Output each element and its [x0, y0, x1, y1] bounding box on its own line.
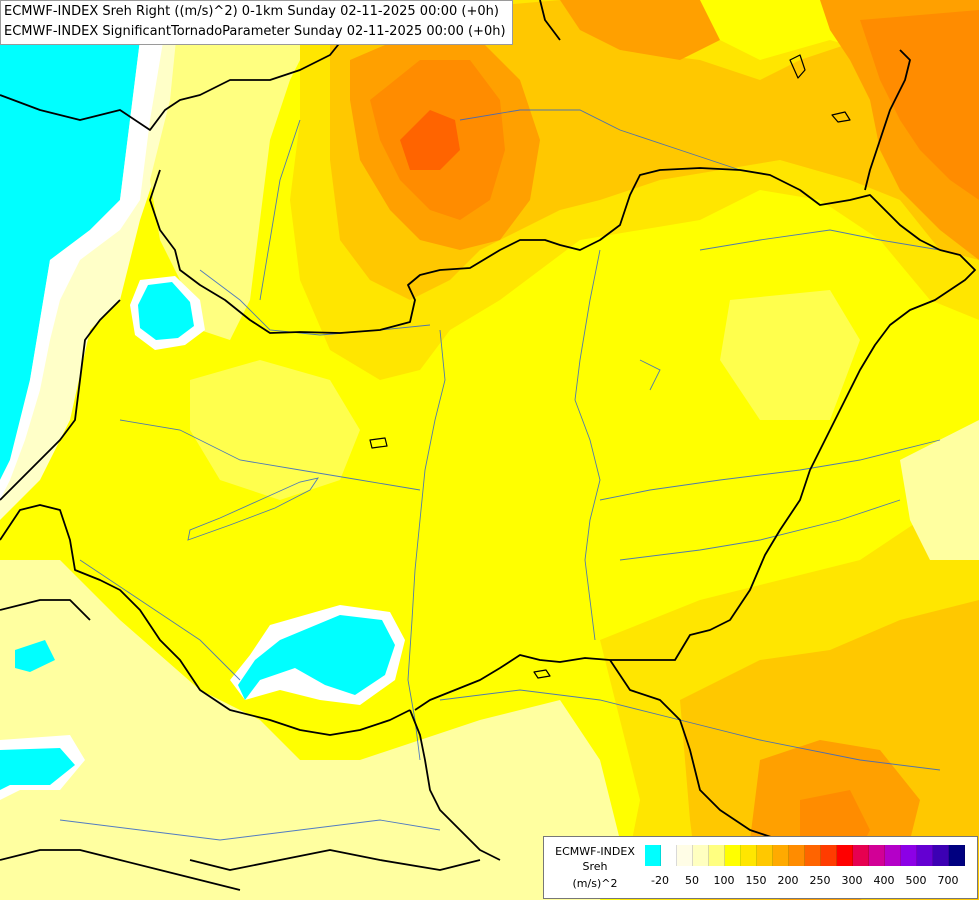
- legend-source: ECMWF-INDEX: [555, 845, 635, 858]
- legend-tick-label: 300: [841, 874, 863, 887]
- legend-swatch: [693, 845, 709, 866]
- title-line-stp: ECMWF-INDEX SignificantTornadoParameter …: [4, 24, 506, 39]
- color-legend: ECMWF-INDEX Sreh (m/s)^2 -20 50 100 150 200 2…: [543, 836, 978, 899]
- legend-tick-label: 500: [905, 874, 927, 887]
- legend-swatch: [901, 845, 917, 866]
- legend-unit: (m/s)^2: [572, 877, 618, 890]
- legend-swatch: [853, 845, 869, 866]
- legend-tick-label: 150: [745, 874, 767, 887]
- legend-tick-label: 400: [873, 874, 895, 887]
- legend-tick-label: 250: [809, 874, 831, 887]
- legend-tick-label: 100: [713, 874, 735, 887]
- legend-swatch: [821, 845, 837, 866]
- legend-swatch: [773, 845, 789, 866]
- legend-swatch: [869, 845, 885, 866]
- legend-swatch: [805, 845, 821, 866]
- legend-variable: Sreh: [582, 860, 608, 873]
- title-line-sreh: ECMWF-INDEX Sreh Right ((m/s)^2) 0-1km S…: [4, 4, 499, 19]
- title-box: ECMWF-INDEX Sreh Right ((m/s)^2) 0-1km S…: [0, 0, 513, 45]
- legend-swatch: [789, 845, 805, 866]
- legend-swatch: [677, 845, 693, 866]
- legend-tick-label: 200: [777, 874, 799, 887]
- legend-swatch: [837, 845, 853, 866]
- legend-swatch: [917, 845, 933, 866]
- legend-ticks: -20 50 100 150 200 250 300 400 500 700: [645, 874, 975, 888]
- legend-swatch: [885, 845, 901, 866]
- legend-swatch: [757, 845, 773, 866]
- legend-tick-label: 50: [685, 874, 699, 887]
- legend-tick-label: 700: [937, 874, 959, 887]
- legend-swatch: [645, 845, 661, 866]
- legend-tick-label: -20: [651, 874, 669, 887]
- legend-swatch: [741, 845, 757, 866]
- legend-swatch: [933, 845, 949, 866]
- legend-swatch: [661, 845, 677, 866]
- legend-swatch: [949, 845, 965, 866]
- legend-swatches: [645, 845, 965, 866]
- legend-swatch: [725, 845, 741, 866]
- legend-swatch: [709, 845, 725, 866]
